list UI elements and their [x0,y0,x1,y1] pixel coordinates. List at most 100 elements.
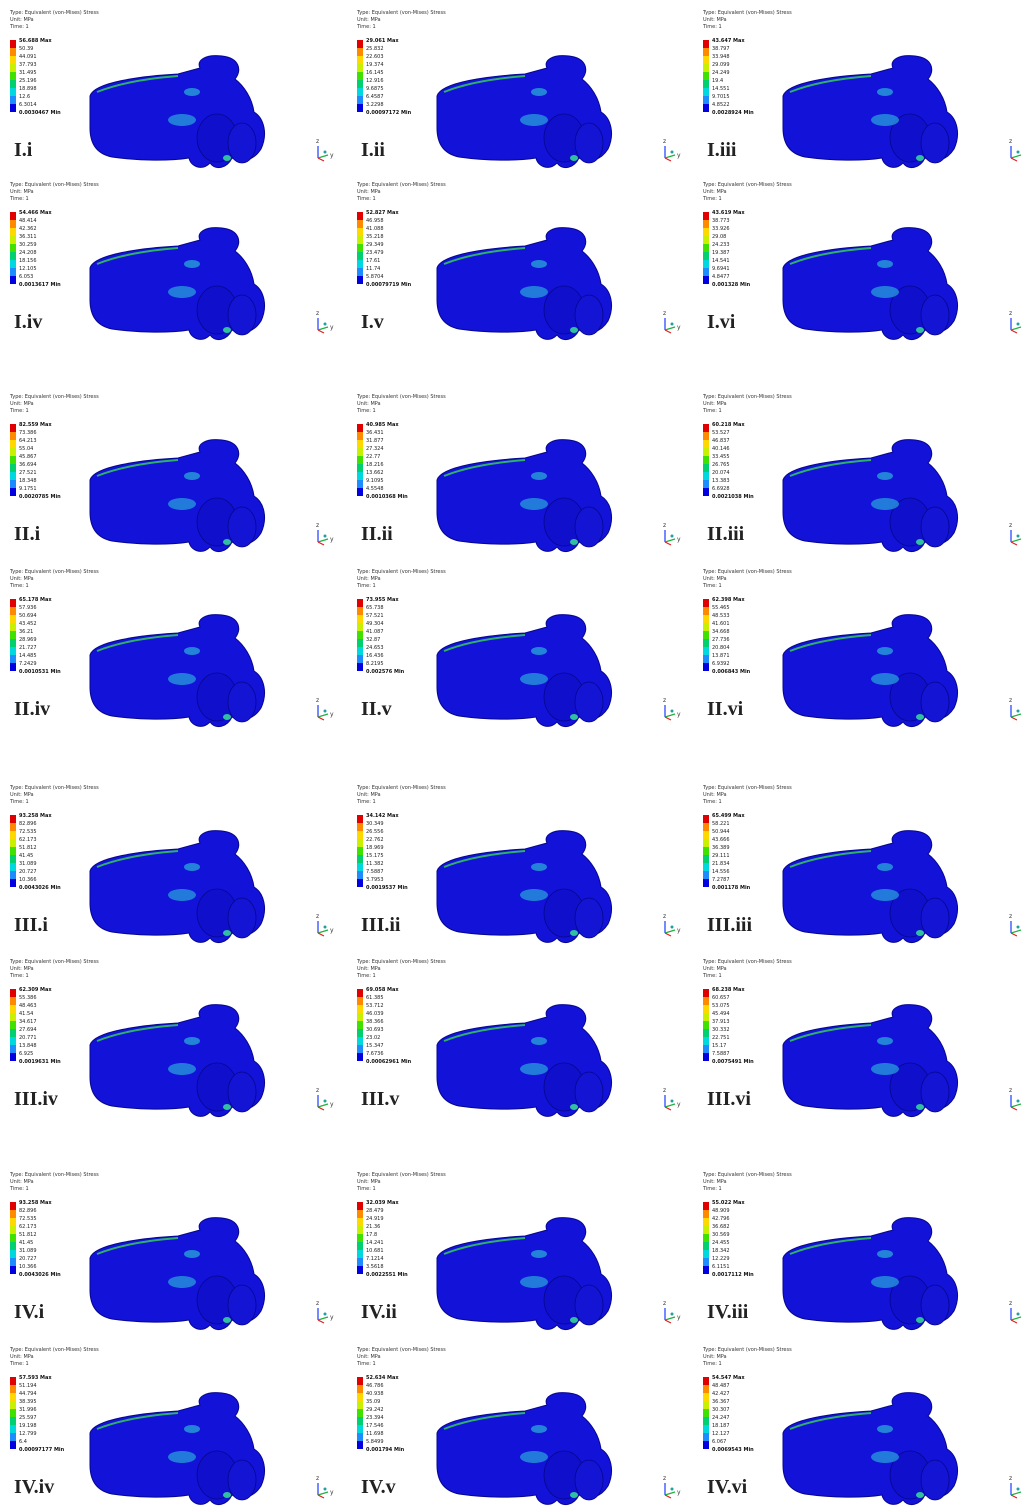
panel-label: II.i [14,523,41,545]
legend-label: 12.105 [19,266,37,272]
panel-header: Time: 1 [356,196,376,202]
vertebra-lobe [228,1460,256,1500]
panel-header: Type: Equivalent (von-Mises) Stress [9,394,99,400]
legend-swatch [10,1202,16,1210]
legend-label: 9.6941 [712,266,730,272]
panel: Type: Equivalent (von-Mises) StressUnit:… [356,569,681,727]
legend-swatch [703,997,709,1005]
triad-origin [671,926,674,929]
panel-header: Unit: MPa [10,189,34,195]
triad-label: z [1009,522,1012,529]
legend-label: 48.487 [712,1383,730,1389]
legend-swatch [10,276,16,284]
legend-label: 50.944 [712,829,730,835]
legend-label: 65.499 Max [712,813,745,819]
legend-label: 30.307 [712,1407,730,1413]
legend-swatch [703,456,709,464]
triad-label: z [316,1475,319,1482]
vertebra-model [783,56,958,168]
legend-label: 0.001328 Min [712,282,751,288]
legend-swatch [10,1377,16,1385]
vertebra-model [90,56,265,168]
triad-origin [324,926,327,929]
legend-label: 10.366 [19,1264,37,1270]
legend-swatch [357,607,363,615]
legend-label: 53.075 [712,1003,730,1009]
legend-label: 13.871 [712,653,730,659]
triad-y [1011,327,1021,330]
legend-label: 23.394 [366,1415,384,1421]
triad-label: z [663,522,666,529]
panel-header: Unit: MPa [357,792,381,798]
legend-label: 52.827 Max [366,210,399,216]
legend-label: 54.547 Max [712,1375,745,1381]
panel-header: Unit: MPa [10,1354,34,1360]
legend-label: 22.762 [366,837,384,843]
stress-patch [223,714,231,720]
vertebra-lobe [921,898,949,938]
legend-swatch [703,1226,709,1234]
legend-label: 21.834 [712,861,730,867]
triad-y [1011,930,1021,933]
triad-y [665,930,675,933]
legend-swatch [10,615,16,623]
triad-origin [1017,151,1020,154]
vertebra-model [783,831,958,943]
triad-label: z [1009,310,1012,317]
legend-label: 54.466 Max [19,210,52,216]
triad-label: z [1009,697,1012,704]
stress-patch [520,673,548,685]
legend-label: 22.751 [712,1035,730,1041]
legend-swatch [703,72,709,80]
legend-label: 6.053 [19,274,33,280]
triad-origin [671,710,674,713]
legend-swatch [10,879,16,887]
vertebra-model [437,1393,612,1505]
legend-label: 24.653 [366,645,384,651]
legend-label: 38.366 [366,1019,384,1025]
legend-label: 31.089 [19,861,37,867]
legend-swatch [10,647,16,655]
legend-label: 36.682 [712,1224,730,1230]
legend-label: 18.348 [19,478,37,484]
panel-header: Type: Equivalent (von-Mises) Stress [356,394,446,400]
legend-swatch [703,815,709,823]
legend-swatch [703,40,709,48]
triad-label: z [663,1300,666,1307]
legend-label: 46.039 [366,1011,384,1017]
triad-x [318,158,324,161]
panel-label: I.iv [14,311,42,333]
triad-y [1011,155,1021,158]
legend-swatch [703,823,709,831]
axis-triad: zy [1009,1475,1022,1498]
panel-header: Time: 1 [9,408,29,414]
legend-label: 73.955 Max [366,597,399,603]
legend-label: 31.996 [19,1407,37,1413]
triad-label: y [677,1101,681,1108]
triad-y [318,1317,328,1320]
triad-label: z [316,1300,319,1307]
legend-swatch [357,252,363,260]
panel-header: Unit: MPa [10,17,34,23]
legend-label: 65.738 [366,605,384,611]
legend-swatch [703,48,709,56]
legend-swatch [357,48,363,56]
stress-patch [570,1492,578,1498]
legend-label: 0.00062961 Min [366,1059,412,1065]
legend-swatch [357,72,363,80]
legend-label: 10.681 [366,1248,384,1254]
legend-label: 24.247 [712,1415,730,1421]
legend-label: 62.398 Max [712,597,745,603]
figure: Type: Equivalent (von-Mises) Stress Unit:… [0,0,1022,1508]
axis-triad: zy [1009,1300,1022,1323]
panel-label: IV.ii [361,1301,397,1323]
legend-swatch [703,1417,709,1425]
vertebra-model [437,1218,612,1330]
legend-label: 12.799 [19,1431,37,1437]
panel: Type: Equivalent (von-Mises) StressUnit:… [702,1347,1022,1505]
panel: Type: Equivalent (von-Mises) StressUnit:… [702,959,1022,1117]
stress-patch [520,498,548,510]
triad-x [1011,542,1017,545]
axis-triad: zy [316,522,334,545]
stress-patch [184,863,200,871]
